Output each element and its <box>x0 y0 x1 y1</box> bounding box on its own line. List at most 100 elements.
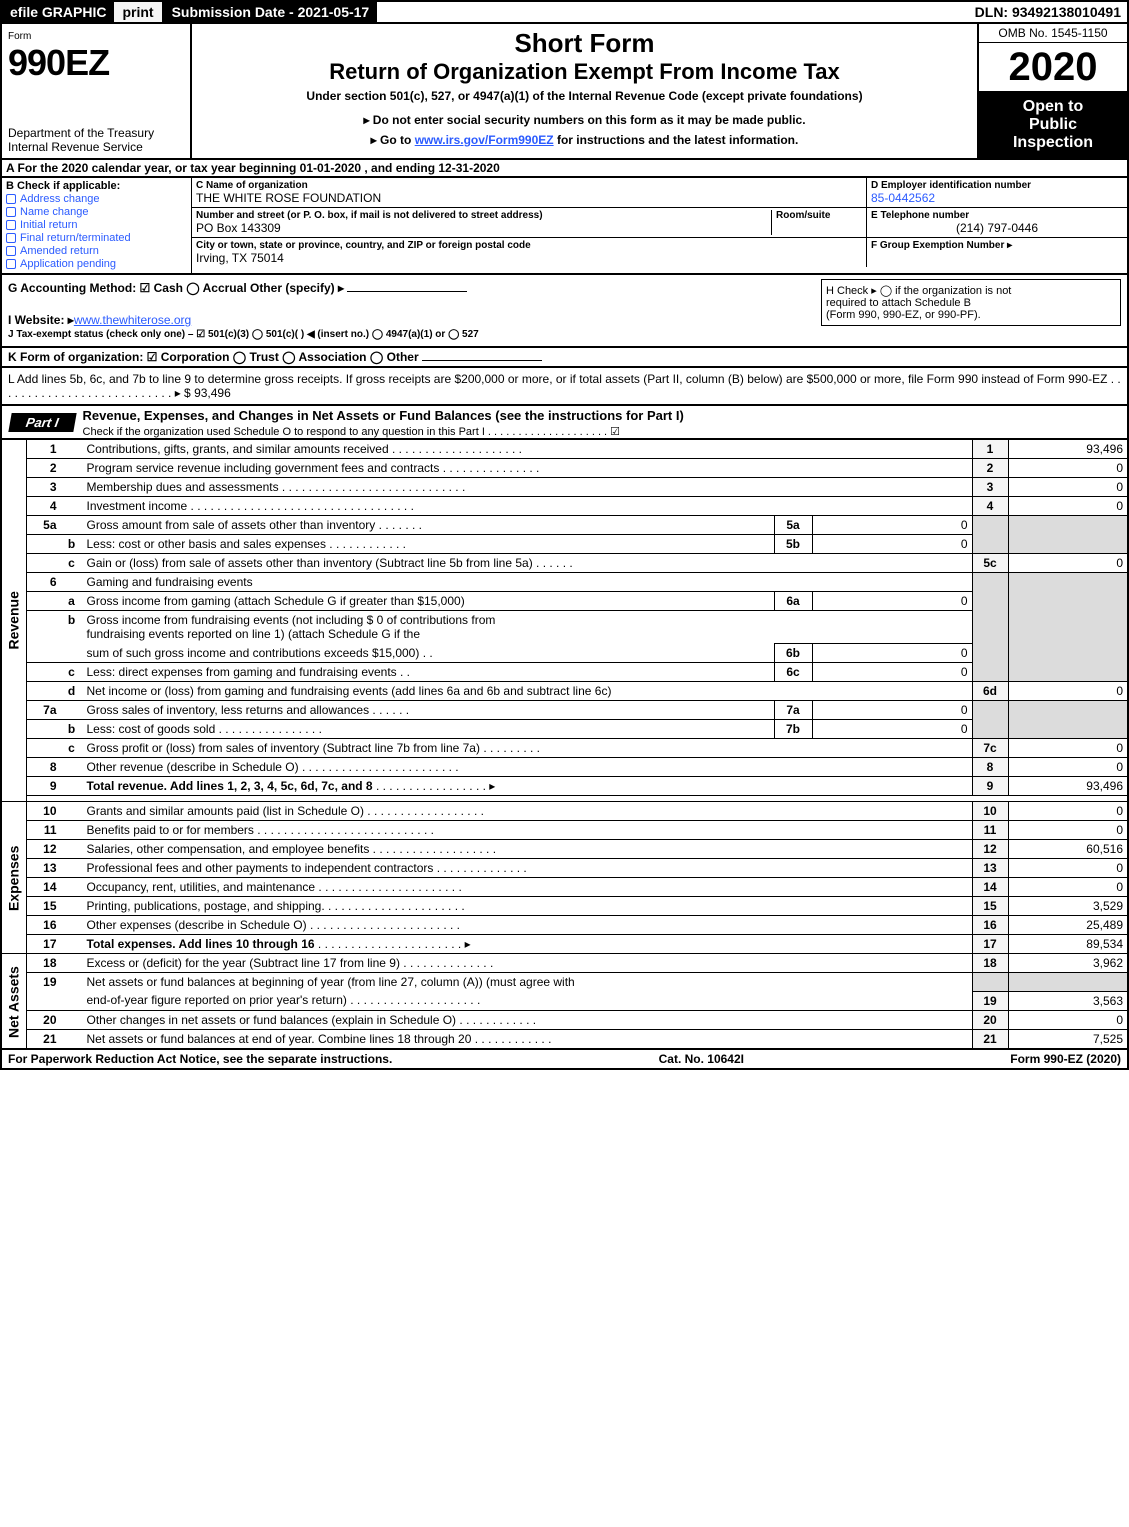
line-20-desc: Other changes in net assets or fund bala… <box>83 1010 973 1029</box>
j-tax-exempt: J Tax-exempt status (check only one) – ☑… <box>8 329 1121 340</box>
c-name-label: C Name of organization <box>196 180 862 191</box>
row-ghij: H Check ▸ ◯ if the organization is not r… <box>0 273 1129 346</box>
open-to-public-box: Open to Public Inspection <box>979 92 1127 158</box>
dept-treasury: Department of the Treasury <box>8 126 184 140</box>
line-9-desc: Total revenue. Add lines 1, 2, 3, 4, 5c,… <box>83 777 973 796</box>
line-7a-desc: Gross sales of inventory, less returns a… <box>83 701 775 720</box>
instr-no-ssn: ▸ Do not enter social security numbers o… <box>200 113 969 127</box>
footer-cat-no: Cat. No. 10642I <box>659 1052 744 1066</box>
row-l-gross-receipts: L Add lines 5b, 6c, and 7b to line 9 to … <box>0 366 1129 404</box>
dept-irs: Internal Revenue Service <box>8 140 184 154</box>
side-label-revenue: Revenue <box>1 439 27 802</box>
side-label-net-assets: Net Assets <box>1 954 27 1049</box>
line-8-desc: Other revenue (describe in Schedule O) .… <box>83 758 973 777</box>
e-phone-value: (214) 797-0446 <box>871 221 1123 235</box>
irs-link[interactable]: www.irs.gov/Form990EZ <box>415 133 554 147</box>
addr-value: PO Box 143309 <box>196 221 767 235</box>
line-11-desc: Benefits paid to or for members . . . . … <box>83 821 973 840</box>
check-final-return[interactable]: Final return/terminated <box>6 232 187 244</box>
line-14-amount: 0 <box>1008 878 1128 897</box>
col-b-heading: B Check if applicable: <box>6 180 187 192</box>
line-3-desc: Membership dues and assessments . . . . … <box>83 478 973 497</box>
d-ein-label: D Employer identification number <box>871 180 1123 191</box>
dln-label: DLN: 93492138010491 <box>975 4 1127 20</box>
h-box: H Check ▸ ◯ if the organization is not r… <box>821 279 1121 326</box>
row-a-tax-year: A For the 2020 calendar year, or tax yea… <box>0 158 1129 176</box>
line-1-amount: 93,496 <box>1008 439 1128 459</box>
title-short-form: Short Form <box>200 28 969 59</box>
form-header-right: OMB No. 1545-1150 2020 Open to Public In… <box>977 24 1127 158</box>
f-group-label: F Group Exemption Number ▸ <box>871 240 1123 251</box>
tax-year: 2020 <box>979 43 1127 92</box>
line-2-desc: Program service revenue including govern… <box>83 459 973 478</box>
line-15-amount: 3,529 <box>1008 897 1128 916</box>
addr-label: Number and street (or P. O. box, if mail… <box>196 210 767 221</box>
line-2-amount: 0 <box>1008 459 1128 478</box>
c-name-value: THE WHITE ROSE FOUNDATION <box>196 191 862 205</box>
line-6b-amount: 0 <box>812 644 972 663</box>
side-label-expenses: Expenses <box>1 802 27 954</box>
h-line3: (Form 990, 990-EZ, or 990-PF). <box>826 309 1116 321</box>
line-9-amount: 93,496 <box>1008 777 1128 796</box>
form-label: Form <box>8 31 31 42</box>
section-bcdef: B Check if applicable: Address change Na… <box>0 176 1129 273</box>
line-6b-desc-1: Gross income from fundraising events (no… <box>83 611 973 644</box>
line-11-amount: 0 <box>1008 821 1128 840</box>
form-number: 990EZ <box>8 42 184 84</box>
check-name-change[interactable]: Name change <box>6 206 187 218</box>
part-1-table: Revenue 1 Contributions, gifts, grants, … <box>0 438 1129 1050</box>
line-5a-desc: Gross amount from sale of assets other t… <box>83 516 775 535</box>
website-link[interactable]: www.thewhiterose.org <box>74 313 191 327</box>
part-1-header: Part I Revenue, Expenses, and Changes in… <box>0 404 1129 438</box>
line-6d-amount: 0 <box>1008 682 1128 701</box>
line-10-desc: Grants and similar amounts paid (list in… <box>83 802 973 821</box>
line-18-amount: 3,962 <box>1008 954 1128 973</box>
submission-date-button[interactable]: Submission Date - 2021-05-17 <box>164 2 378 22</box>
line-6a-desc: Gross income from gaming (attach Schedul… <box>83 592 775 611</box>
line-5c-desc: Gain or (loss) from sale of assets other… <box>83 554 973 573</box>
d-ein-value: 85-0442562 <box>871 191 1123 205</box>
line-12-amount: 60,516 <box>1008 840 1128 859</box>
check-amended-return[interactable]: Amended return <box>6 245 187 257</box>
line-4-amount: 0 <box>1008 497 1128 516</box>
line-18-desc: Excess or (deficit) for the year (Subtra… <box>83 954 973 973</box>
line-6b-desc-3: sum of such gross income and contributio… <box>83 644 775 663</box>
top-bar: efile GRAPHIC print Submission Date - 20… <box>0 0 1129 22</box>
efile-button[interactable]: efile GRAPHIC <box>2 2 114 22</box>
line-5b-desc: Less: cost or other basis and sales expe… <box>83 535 775 554</box>
row-k-form-of-org: K Form of organization: ☑ Corporation ◯ … <box>0 346 1129 366</box>
line-13-desc: Professional fees and other payments to … <box>83 859 973 878</box>
line-14-desc: Occupancy, rent, utilities, and maintena… <box>83 878 973 897</box>
footer-row: For Paperwork Reduction Act Notice, see … <box>0 1050 1129 1070</box>
city-label: City or town, state or province, country… <box>196 240 862 251</box>
part-1-tab: Part I <box>8 413 76 432</box>
line-5c-amount: 0 <box>1008 554 1128 573</box>
line-1-box: 1 <box>972 439 1008 459</box>
line-12-desc: Salaries, other compensation, and employ… <box>83 840 973 859</box>
print-button[interactable]: print <box>114 2 163 22</box>
part-1-title: Revenue, Expenses, and Changes in Net As… <box>75 406 1127 425</box>
line-5b-amount: 0 <box>812 535 972 554</box>
check-address-change[interactable]: Address change <box>6 193 187 205</box>
line-4-desc: Investment income . . . . . . . . . . . … <box>83 497 973 516</box>
line-7a-amount: 0 <box>812 701 972 720</box>
line-6c-desc: Less: direct expenses from gaming and fu… <box>83 663 775 682</box>
check-initial-return[interactable]: Initial return <box>6 219 187 231</box>
line-7c-desc: Gross profit or (loss) from sales of inv… <box>83 739 973 758</box>
line-8-amount: 0 <box>1008 758 1128 777</box>
line-19-desc-a: Net assets or fund balances at beginning… <box>83 973 973 992</box>
line-17-desc: Total expenses. Add lines 10 through 16 … <box>83 935 973 954</box>
line-16-amount: 25,489 <box>1008 916 1128 935</box>
line-13-amount: 0 <box>1008 859 1128 878</box>
col-c-org-info: C Name of organization THE WHITE ROSE FO… <box>192 178 1127 273</box>
line-1-num: 1 <box>27 439 61 459</box>
line-6c-amount: 0 <box>812 663 972 682</box>
e-phone-label: E Telephone number <box>871 210 1123 221</box>
col-b-check-if-applicable: B Check if applicable: Address change Na… <box>2 178 192 273</box>
line-16-desc: Other expenses (describe in Schedule O) … <box>83 916 973 935</box>
form-header-mid: Short Form Return of Organization Exempt… <box>192 24 977 158</box>
check-application-pending[interactable]: Application pending <box>6 258 187 270</box>
title-main: Return of Organization Exempt From Incom… <box>200 59 969 85</box>
line-20-amount: 0 <box>1008 1010 1128 1029</box>
line-5a-box: 5a <box>774 516 812 535</box>
